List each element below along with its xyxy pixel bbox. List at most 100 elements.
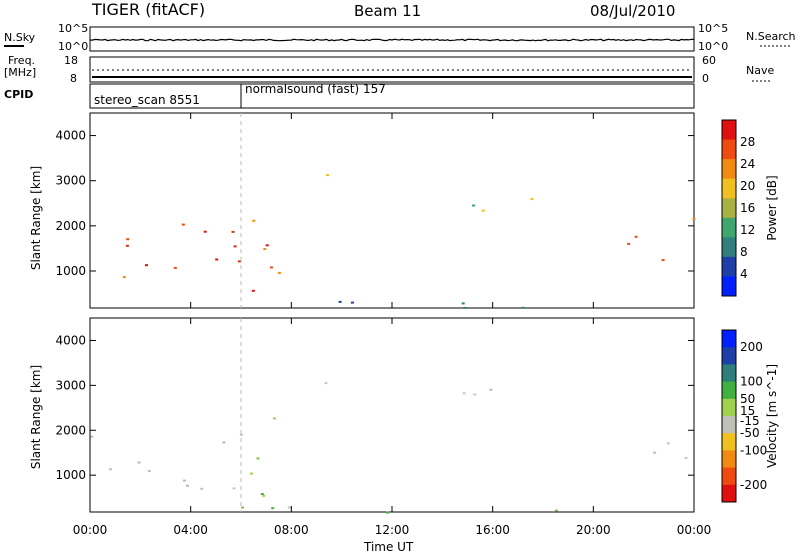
power-cell: [634, 235, 638, 238]
power-cell: [692, 217, 696, 220]
mode-label-stereo: stereo_scan 8551: [94, 93, 200, 107]
colorbar-swatch: [722, 433, 736, 451]
colorbar-tick-label: 28: [740, 135, 755, 149]
power-cell: [530, 198, 534, 201]
power-cell: [326, 174, 329, 177]
velocity-cell: [262, 494, 266, 497]
velocity-colorbar-title: Velocity [m s^-1]: [765, 364, 779, 468]
power-cell: [269, 266, 273, 269]
colorbar-swatch: [722, 484, 736, 503]
colorbar-tick-label: 24: [740, 157, 755, 171]
velocity-cell: [241, 506, 244, 509]
colorbar-tick-label: 4: [740, 267, 748, 281]
power-cell: [181, 223, 185, 226]
colorbar-swatch: [722, 364, 736, 383]
nsky-line: [89, 38, 695, 42]
nsky-right-tick-bottom: 10^0: [698, 40, 728, 53]
freq-tick-bottom: 8: [70, 72, 77, 85]
velocity-panel: 1000 2000 3000 4000: [55, 317, 695, 514]
colorbar-tick-label: 50: [740, 392, 755, 406]
colorbar-swatch: [722, 198, 736, 219]
velocity-cell: [249, 472, 253, 475]
power-y-axis-title: Slant Range [km]: [29, 166, 43, 270]
freq-label-bottom: [MHz]: [4, 66, 36, 79]
nsky-trace: [89, 38, 695, 42]
power-cell: [252, 219, 256, 222]
velocity-y-tick-label: 3000: [55, 378, 86, 392]
nave-tick-bottom: 0: [702, 72, 709, 85]
x-tick-label: 04:00: [173, 523, 208, 537]
colorbar-swatch: [722, 276, 736, 297]
colorbar-tick-label: 100: [740, 375, 763, 389]
power-region: [326, 174, 329, 177]
velocity-cell: [666, 442, 670, 445]
velocity-cell: [256, 457, 260, 460]
power-cell: [215, 258, 219, 261]
velocity-cell: [90, 435, 94, 438]
power-cell: [661, 259, 665, 262]
velocity-cell: [653, 451, 657, 454]
colorbar-frame: [721, 329, 737, 503]
velocity-cell: [489, 388, 493, 391]
nave-tick-top: 60: [702, 54, 716, 67]
power-y-tick-label: 4000: [55, 129, 86, 143]
velocity-cell: [239, 433, 243, 436]
colorbar-swatch: [722, 217, 736, 238]
power-cell: [203, 230, 207, 233]
nave-label: Nave: [746, 64, 774, 77]
power-region: [472, 198, 534, 212]
colorbar-tick-label: 200: [740, 340, 763, 354]
velocity-region: [324, 382, 328, 385]
colorbar-tick-label: -50: [740, 426, 760, 440]
power-frame: [89, 112, 695, 309]
colorbar-swatch: [722, 120, 736, 141]
velocity-cell: [232, 487, 236, 490]
power-cell: [145, 264, 148, 267]
colorbar-swatch: [722, 159, 736, 180]
radar-title: TIGER (fitACF): [92, 0, 206, 19]
velocity-cell: [324, 382, 328, 385]
velocity-cell: [287, 506, 291, 509]
velocity-frame: [89, 317, 695, 513]
power-region: [122, 223, 241, 279]
power-cell: [463, 306, 467, 309]
power-cell: [350, 301, 354, 304]
power-cell: [122, 276, 126, 279]
nsearch-label: N.Search: [746, 30, 796, 43]
power-cell: [277, 271, 281, 274]
freq-tick-top: 18: [64, 54, 78, 67]
cpid-label: CPID: [4, 88, 33, 101]
velocity-region: [249, 417, 276, 497]
velocity-cell: [137, 461, 141, 464]
power-cell: [233, 245, 237, 248]
colorbar-tick-label: -200: [740, 478, 767, 492]
freq-label-top: Freq.: [8, 54, 35, 67]
velocity-region: [653, 442, 688, 459]
colorbar-swatch: [722, 347, 736, 365]
colorbar-tick-label: -100: [740, 443, 767, 457]
power-colorbar: 28 24 20 16 12 8 4: [721, 119, 755, 297]
nsky-label: N.Sky: [4, 31, 36, 44]
power-panel: 1000 2000 3000 4000: [55, 112, 696, 309]
mode-label-normalsound: normalsound (fast) 157: [245, 82, 386, 96]
nsky-right-tick-top: 10^5: [698, 22, 728, 35]
power-cell: [251, 289, 255, 292]
velocity-region: [462, 388, 493, 396]
velocity-y-tick-label: 2000: [55, 423, 86, 437]
x-tick-label: 08:00: [274, 523, 309, 537]
velocity-cell: [473, 393, 477, 396]
colorbar-swatch: [722, 381, 736, 400]
power-region: [627, 217, 696, 262]
velocity-region: [90, 433, 243, 490]
x-tick-label: 00:00: [73, 523, 108, 537]
colorbar-swatch: [722, 330, 736, 348]
velocity-cell: [200, 487, 204, 490]
colorbar-swatch: [722, 467, 736, 486]
power-y-tick-label: 3000: [55, 174, 86, 188]
velocity-cell: [271, 507, 275, 510]
power-cell: [237, 260, 241, 263]
power-colorbar-title: Power [dB]: [765, 175, 779, 240]
velocity-y-tick-label: 4000: [55, 333, 86, 347]
power-cell: [173, 266, 177, 269]
